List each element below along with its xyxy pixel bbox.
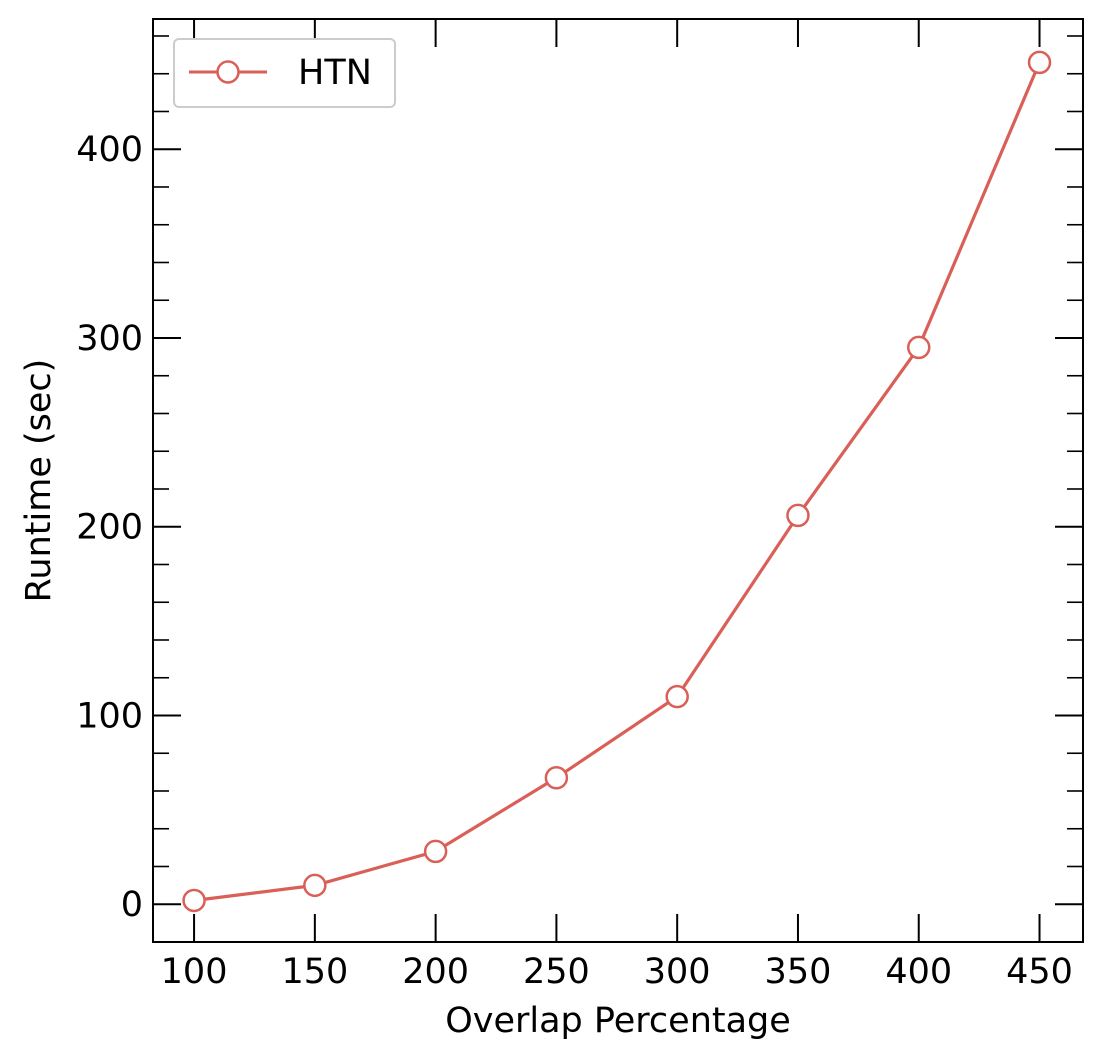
data-point [786, 503, 810, 528]
data-point [303, 873, 327, 898]
x-tick-label: 100 [161, 952, 228, 992]
x-tick-label: 200 [402, 952, 469, 992]
data-point [665, 684, 689, 709]
y-tick-label: 400 [76, 130, 143, 170]
x-tick-label: 150 [281, 952, 348, 992]
data-point [423, 839, 448, 864]
x-tick-label: 300 [644, 952, 711, 992]
y-tick-label: 100 [76, 696, 143, 736]
series-layer [182, 50, 1052, 913]
x-tick-label: 450 [1006, 952, 1073, 992]
tick-labels-layer: 100 150 200 250 300 350 400 450 0 100 200 300 400 [76, 130, 1073, 992]
y-tick-label: 0 [121, 885, 143, 925]
plot-frame [152, 18, 1084, 943]
y-tick-label: 200 [76, 508, 143, 548]
series-line [192, 60, 1042, 903]
legend-box [173, 38, 396, 108]
data-point [906, 335, 931, 360]
x-tick-label: 350 [765, 952, 832, 992]
data-point [182, 888, 206, 913]
data-point [1027, 50, 1052, 75]
legend-marker-swatch [216, 60, 240, 84]
y-axis-title: Runtime (sec) [19, 359, 59, 603]
x-tick-label: 250 [523, 952, 590, 992]
x-axis-title: Overlap Percentage [445, 1001, 791, 1041]
data-point [544, 766, 569, 790]
legend-label: HTN [298, 53, 372, 93]
ticks-layer [153, 19, 1083, 943]
x-tick-label: 400 [885, 952, 952, 992]
legend: HTN [173, 38, 396, 108]
y-tick-label: 300 [76, 319, 143, 359]
